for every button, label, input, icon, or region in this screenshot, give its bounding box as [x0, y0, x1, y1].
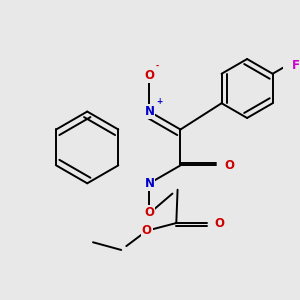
- Text: N: N: [144, 177, 154, 190]
- Text: O: O: [144, 206, 154, 219]
- Text: O: O: [224, 159, 234, 172]
- Text: -: -: [156, 61, 159, 70]
- Text: O: O: [142, 224, 152, 237]
- Text: F: F: [292, 59, 300, 72]
- Text: O: O: [215, 217, 225, 230]
- Text: +: +: [156, 98, 162, 106]
- Text: O: O: [144, 69, 154, 82]
- Text: N: N: [144, 105, 154, 118]
